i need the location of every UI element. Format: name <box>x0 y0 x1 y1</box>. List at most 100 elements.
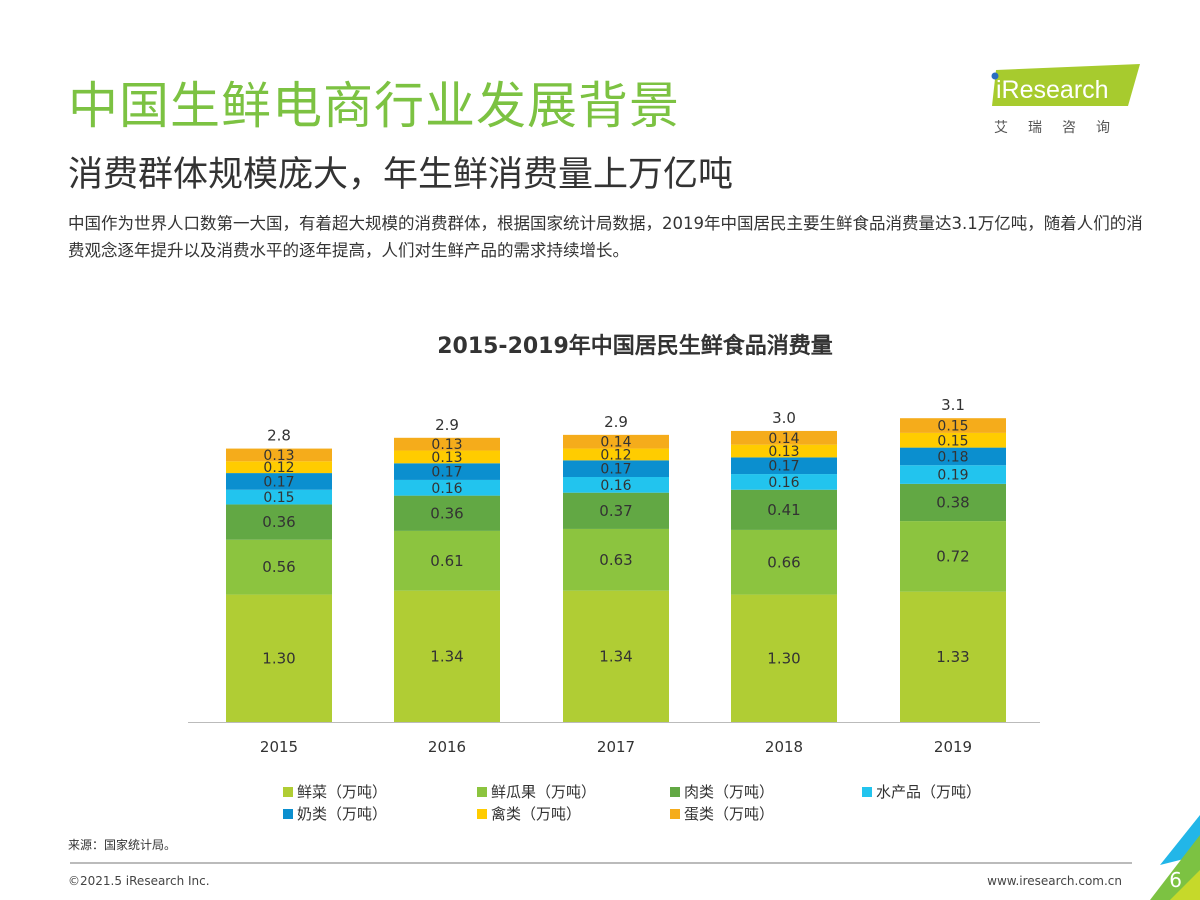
total-label: 3.0 <box>772 409 796 427</box>
website-link[interactable]: www.iresearch.com.cn <box>987 874 1122 888</box>
data-label: 1.33 <box>936 648 969 666</box>
body-text: 中国作为世界人口数第一大国，有着超大规模的消费群体，根据国家统计局数据，2019… <box>68 214 1143 260</box>
bar-segment <box>731 444 837 458</box>
legend-item: 鲜瓜果（万吨） <box>477 781 596 802</box>
page-subtitle: 消费群体规模庞大，年生鲜消费量上万亿吨 <box>68 155 734 195</box>
data-label: 0.38 <box>936 493 969 511</box>
bar-segment <box>900 465 1006 484</box>
data-label: 0.15 <box>937 433 968 449</box>
data-label: 0.17 <box>768 459 799 475</box>
total-label: 2.9 <box>435 416 459 434</box>
bar-segment <box>226 489 332 505</box>
bar-segment <box>563 528 669 591</box>
bar-segment <box>731 457 837 475</box>
bar-segment <box>394 437 500 451</box>
data-label: 0.16 <box>768 475 799 491</box>
bar-segment <box>226 448 332 462</box>
bar-segment <box>226 504 332 540</box>
data-label: 0.36 <box>262 513 295 531</box>
bar-segment <box>394 590 500 722</box>
legend-label: 肉类（万吨） <box>684 783 775 801</box>
data-label: 0.19 <box>937 468 968 484</box>
footer-divider <box>70 862 1132 864</box>
copyright: ©2021.5 iResearch Inc. <box>68 874 210 888</box>
data-label: 0.13 <box>263 448 294 464</box>
bar-segment <box>563 477 669 493</box>
legend-label: 水产品（万吨） <box>876 783 982 801</box>
legend-swatch <box>477 808 487 819</box>
data-label: 0.41 <box>767 501 800 519</box>
legend-swatch <box>670 808 680 819</box>
bar-segment <box>731 430 837 445</box>
source-note: 来源：国家统计局。 <box>68 838 177 852</box>
bar-segment <box>900 483 1006 522</box>
bar-segment <box>226 461 332 474</box>
legend-item: 鲜菜（万吨） <box>283 781 387 802</box>
total-label: 2.9 <box>604 413 628 431</box>
chart-title: 2015-2019年中国居民生鲜食品消费量 <box>437 334 833 359</box>
bar-segment <box>900 521 1006 592</box>
iresearch-logo: iResearch 艾瑞咨询 <box>991 64 1140 136</box>
legend-swatch <box>670 786 680 797</box>
legend-label: 鲜瓜果（万吨） <box>491 783 597 801</box>
svg-text:艾瑞咨询: 艾瑞咨询 <box>994 120 1130 136</box>
corner-decoration <box>1150 815 1200 900</box>
legend-item: 水产品（万吨） <box>862 781 981 802</box>
data-label: 0.14 <box>600 435 631 451</box>
bar-segment <box>226 473 332 490</box>
data-label: 0.37 <box>599 502 632 520</box>
legend-item: 肉类（万吨） <box>670 781 774 802</box>
data-label: 0.17 <box>431 465 462 481</box>
data-label: 0.63 <box>599 551 632 569</box>
bar-segment <box>731 474 837 490</box>
x-tick-label: 2016 <box>428 738 466 756</box>
bar-segment <box>226 539 332 595</box>
legend-label: 鲜菜（万吨） <box>297 783 388 801</box>
data-label: 0.16 <box>600 478 631 494</box>
data-label: 0.14 <box>768 431 799 447</box>
data-label: 1.30 <box>262 649 295 667</box>
bar-segment <box>394 530 500 591</box>
total-label: 2.8 <box>267 427 291 445</box>
legend-label: 奶类（万吨） <box>297 805 388 823</box>
data-label: 0.16 <box>431 481 462 497</box>
data-label: 0.56 <box>262 558 295 576</box>
data-label: 1.34 <box>430 647 463 665</box>
legend-item: 奶类（万吨） <box>283 803 387 824</box>
legend-item: 蛋类（万吨） <box>670 803 774 824</box>
data-label: 0.13 <box>431 450 462 466</box>
x-tick-label: 2019 <box>934 738 972 756</box>
data-label: 1.34 <box>599 647 632 665</box>
bar-segment <box>394 495 500 531</box>
data-label: 1.30 <box>767 649 800 667</box>
data-label: 0.72 <box>936 547 969 565</box>
page-title: 中国生鲜电商行业发展背景 <box>68 77 680 135</box>
data-label: 0.17 <box>263 474 294 490</box>
data-label: 0.61 <box>430 552 463 570</box>
legend-item: 禽类（万吨） <box>477 803 581 824</box>
data-label: 0.66 <box>767 553 800 571</box>
bar-segment <box>563 448 669 461</box>
bar-segment <box>563 492 669 529</box>
bar-segment <box>394 450 500 464</box>
legend-swatch <box>477 786 487 797</box>
data-label: 0.13 <box>431 437 462 453</box>
legend-swatch <box>283 808 293 819</box>
bar-segment <box>900 432 1006 448</box>
x-tick-label: 2018 <box>765 738 803 756</box>
bar-segment <box>394 479 500 496</box>
bar-segment <box>563 434 669 449</box>
data-label: 0.13 <box>768 444 799 460</box>
bar-segment <box>900 591 1006 722</box>
bar-segment <box>731 594 837 722</box>
data-label: 0.15 <box>263 490 294 506</box>
legend-swatch <box>283 786 293 797</box>
bar-segment <box>900 447 1006 466</box>
data-label: 0.36 <box>430 504 463 522</box>
bar-segment <box>731 529 837 595</box>
bar-segment <box>563 590 669 722</box>
data-label: 0.18 <box>937 449 968 465</box>
page-number: 6 <box>1169 868 1182 892</box>
data-label: 0.12 <box>263 460 294 476</box>
